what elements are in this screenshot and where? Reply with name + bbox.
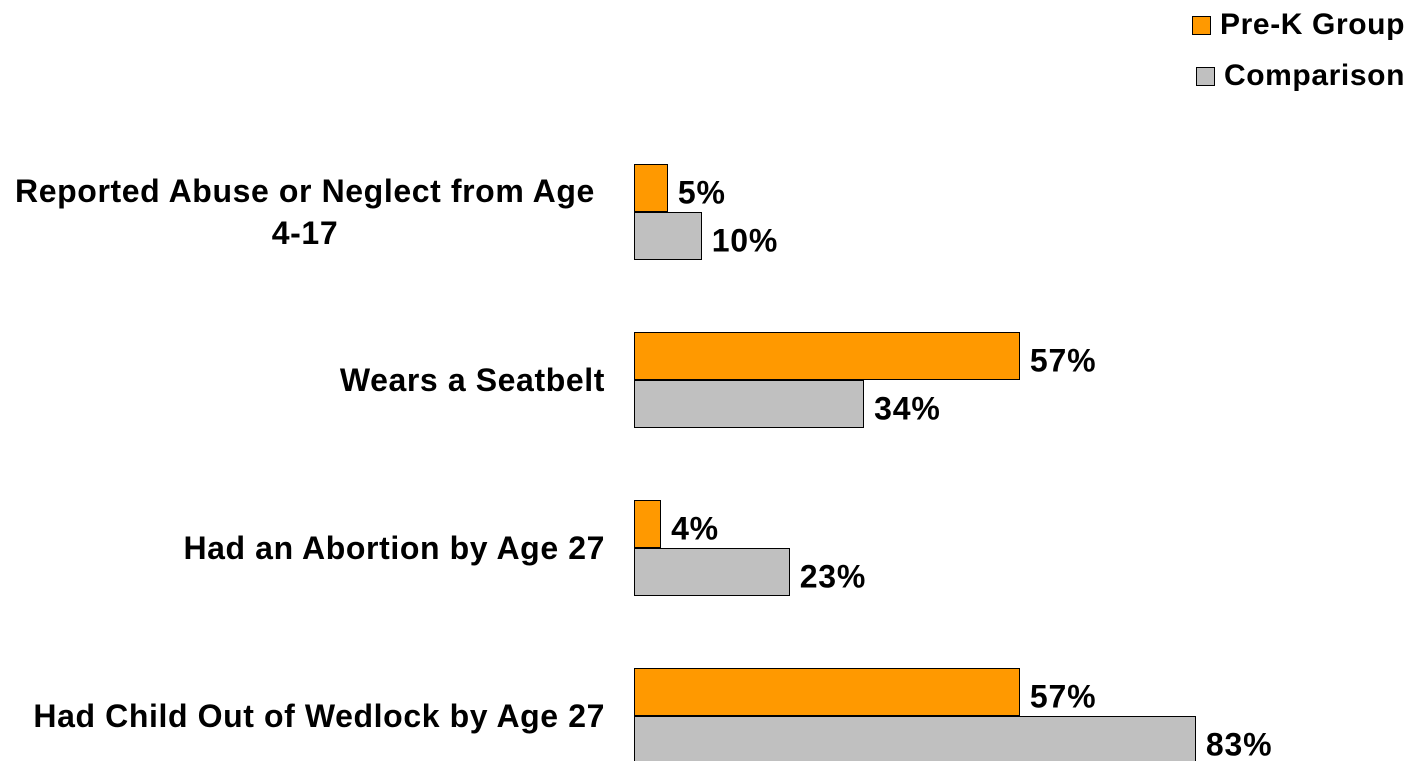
category-label: Had Child Out of Wedlock by Age 27 [5,695,605,737]
bar [634,668,1020,716]
legend-swatch [1192,15,1212,35]
bar [634,212,702,260]
category-text: Wears a Seatbelt [339,362,605,398]
category-label: Had an Abortion by Age 27 [5,527,605,569]
legend-item: Pre-K Group [1192,8,1405,42]
legend-item: Comparison [1195,59,1405,93]
legend-swatch [1195,66,1215,86]
legend-text: Comparison [1223,59,1405,92]
bar [634,716,1196,761]
bar [634,380,865,428]
legend-text: Pre-K Group [1220,8,1405,41]
category-text: Had an Abortion by Age 27 [183,530,605,566]
value-label: 4% [671,510,719,547]
bar [634,500,662,548]
category-text: Had Child Out of Wedlock by Age 27 [33,698,605,734]
bar [634,548,790,596]
value-label: 5% [677,174,726,211]
value-label: 23% [799,558,867,595]
value-label: 34% [874,390,941,427]
bar [634,164,668,212]
value-label: 83% [1205,726,1273,761]
category-label: Wears a Seatbelt [5,359,605,401]
value-label: 10% [711,222,779,259]
value-label: 57% [1029,678,1097,715]
category-label: Reported Abuse or Neglect from Age 4-17 [5,170,605,254]
bar [634,332,1020,380]
value-label: 57% [1029,342,1097,379]
category-text: Reported Abuse or Neglect from Age 4-17 [15,173,595,251]
